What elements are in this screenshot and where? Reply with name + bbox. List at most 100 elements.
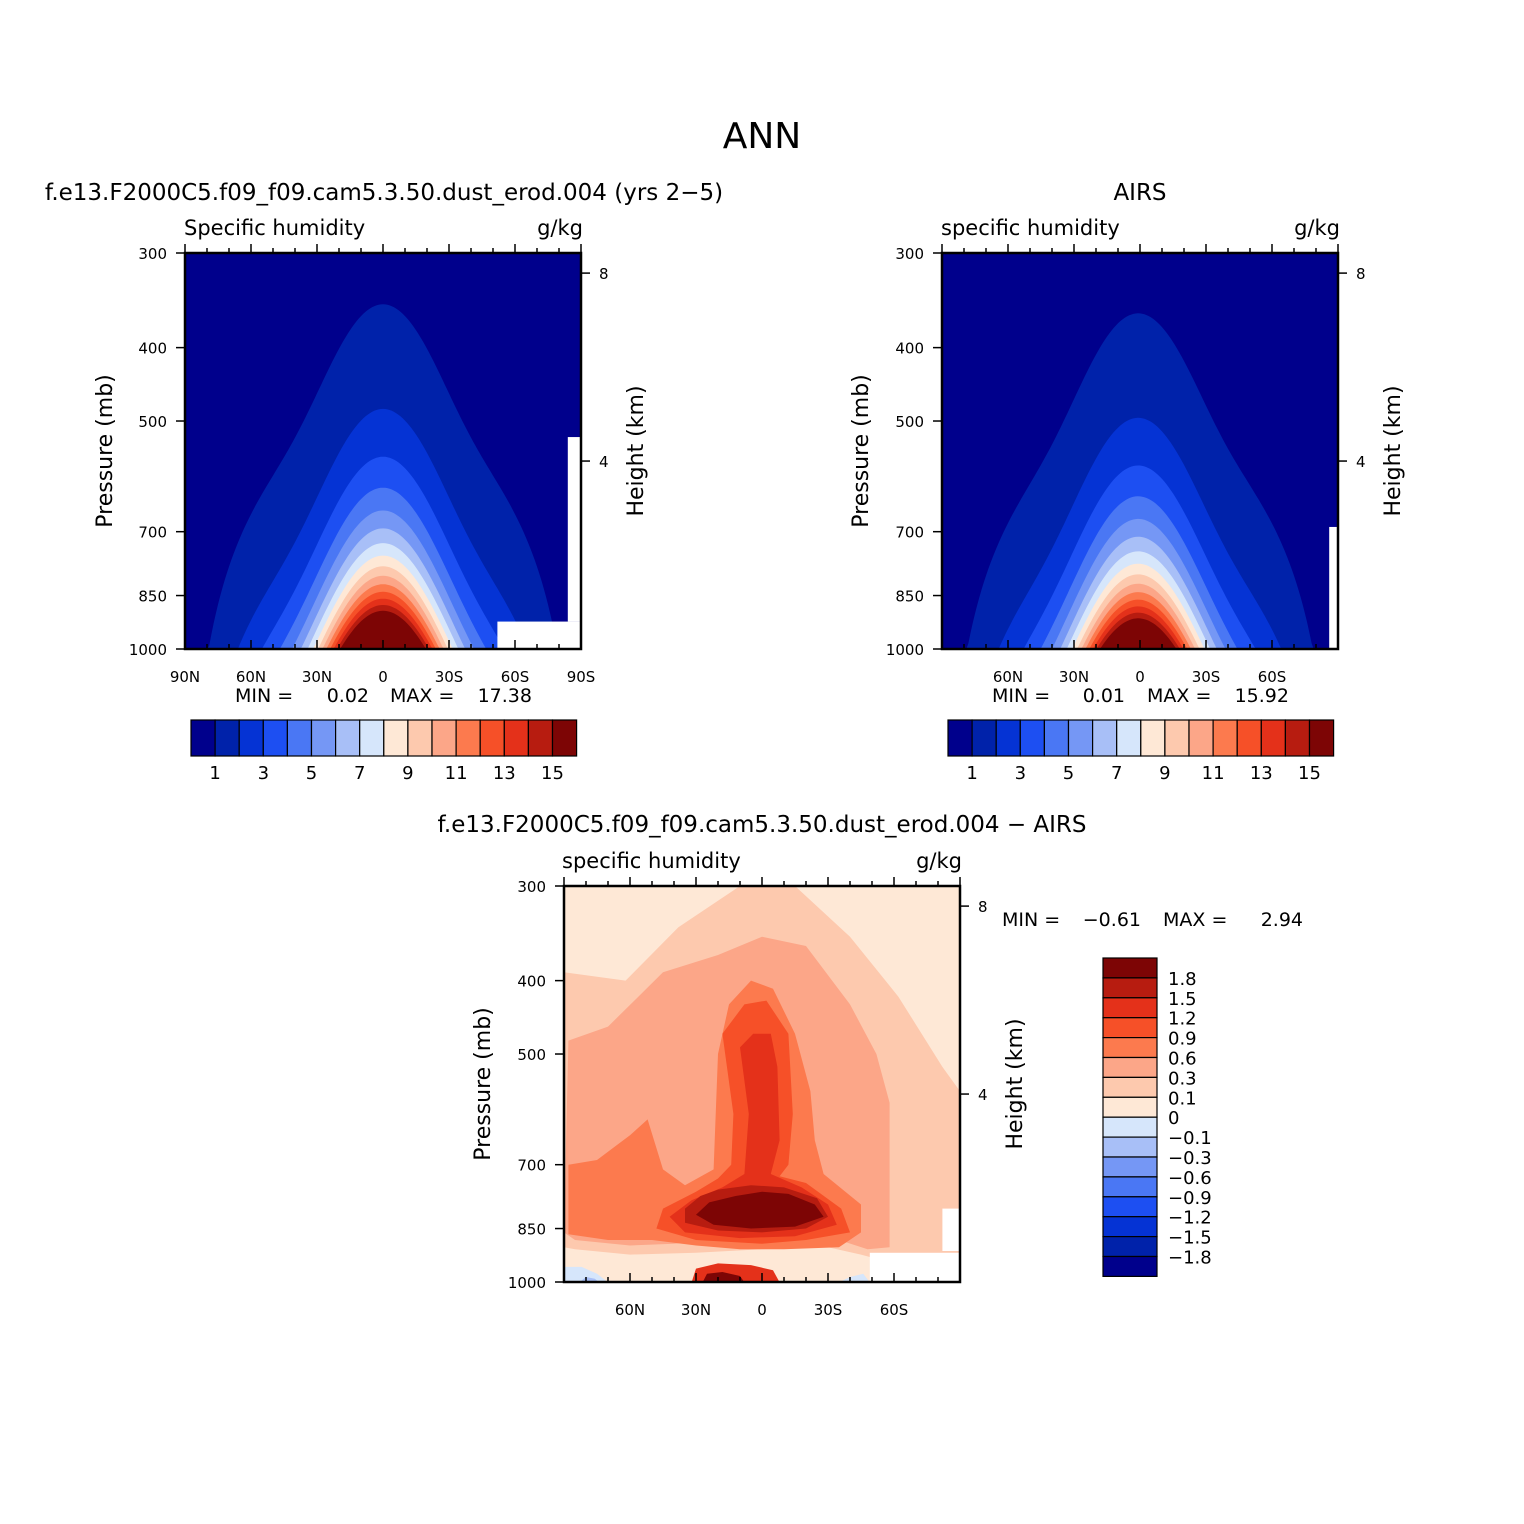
colorbar-box-10 xyxy=(1102,1156,1158,1178)
colorbar-box-2 xyxy=(995,719,1021,757)
colorbar-label-15: 15 xyxy=(1298,763,1321,784)
colorbar-box-4 xyxy=(1043,719,1070,757)
y-tick-label-850: 850 xyxy=(895,588,924,606)
colorbar-label-1.8: 1.8 xyxy=(1168,969,1197,990)
panel-obs-min-label: MIN = xyxy=(992,685,1050,707)
panel-obs-ylabel: Pressure (mb) xyxy=(849,374,874,528)
colorbar-box-4 xyxy=(286,719,313,757)
y-right-tick-label-4: 4 xyxy=(1356,453,1366,471)
missing-data-antarctica xyxy=(1329,526,1338,649)
panel-model-max-label: MAX = xyxy=(390,685,454,707)
colorbar-box-3 xyxy=(1102,1017,1158,1039)
colorbar-box-8 xyxy=(1140,719,1166,757)
missing-data-antarctica-high xyxy=(567,437,581,622)
y-tick-label-1000: 1000 xyxy=(886,641,924,659)
colorbar-box-13 xyxy=(1102,1216,1158,1238)
panel-diff-var-label: specific humidity xyxy=(562,849,741,873)
y-tick-label-700: 700 xyxy=(895,524,924,542)
colorbar-label-−0.9: −0.9 xyxy=(1168,1188,1212,1209)
colorbar-label-9: 9 xyxy=(402,763,413,784)
colorbar-label-11: 11 xyxy=(1202,763,1225,784)
diff-band-surface-gt-1.8 xyxy=(702,1272,745,1282)
panel-model-title: f.e13.F2000C5.f09_f09.cam5.3.50.dust_ero… xyxy=(45,180,723,206)
panel-diff-title: f.e13.F2000C5.f09_f09.cam5.3.50.dust_ero… xyxy=(437,812,1086,838)
colorbar-box-2 xyxy=(1102,997,1158,1019)
colorbar-label-0.6: 0.6 xyxy=(1168,1049,1197,1070)
colorbar-label-7: 7 xyxy=(1111,763,1122,784)
x-tick-label-0: 0 xyxy=(378,668,388,686)
missing-data-antarctica xyxy=(869,1252,960,1282)
colorbar-box-12 xyxy=(1236,719,1262,757)
x-tick-label-60N: 60N xyxy=(993,668,1023,686)
colorbar-box-15 xyxy=(1308,719,1335,757)
missing-data-antarctica xyxy=(497,621,581,649)
main-title: ANN xyxy=(723,116,802,157)
y-tick-label-400: 400 xyxy=(517,973,546,991)
panel-obs-max-value: 15.92 xyxy=(1235,685,1289,707)
y-right-tick-label-4: 4 xyxy=(978,1086,988,1104)
x-tick-label-30S: 30S xyxy=(814,1301,843,1319)
colorbar-label-1: 1 xyxy=(209,763,220,784)
colorbar-box-10 xyxy=(431,719,457,757)
colorbar-label-5: 5 xyxy=(306,763,317,784)
panel-obs-min-value: 0.01 xyxy=(1083,685,1125,707)
panel-diff-contour-field xyxy=(564,886,960,1282)
panel-obs-var-label: specific humidity xyxy=(941,216,1120,240)
colorbar-label-15: 15 xyxy=(541,763,564,784)
panel-model-ylabel: Pressure (mb) xyxy=(93,374,118,528)
colorbar-box-10 xyxy=(1188,719,1214,757)
colorbar-box-1 xyxy=(1102,977,1158,999)
colorbar-label-−0.3: −0.3 xyxy=(1168,1148,1212,1169)
colorbar-label-3: 3 xyxy=(1015,763,1026,784)
colorbar-label-0: 0 xyxy=(1168,1108,1179,1129)
panel-obs-ylabel-right: Height (km) xyxy=(1381,385,1406,516)
panel-diff-units: g/kg xyxy=(916,849,962,873)
panel-diff-ylabel-right: Height (km) xyxy=(1003,1018,1028,1149)
panel-diff-colorbar: 1.81.51.20.90.60.30.10−0.1−0.3−0.6−0.9−1… xyxy=(1102,957,1212,1277)
y-right-tick-label-8: 8 xyxy=(1356,265,1366,283)
colorbar-box-3 xyxy=(262,719,288,757)
colorbar-box-12 xyxy=(479,719,505,757)
colorbar-box-9 xyxy=(1102,1136,1158,1158)
colorbar-label-−0.1: −0.1 xyxy=(1168,1128,1212,1149)
colorbar-box-5 xyxy=(310,719,337,757)
x-tick-label-30N: 30N xyxy=(681,1301,711,1319)
x-tick-label-30N: 30N xyxy=(1059,668,1089,686)
panel-diff-max-label: MAX = xyxy=(1163,909,1227,931)
panel-model-ylabel-right: Height (km) xyxy=(624,385,649,516)
x-tick-label-60N: 60N xyxy=(236,668,266,686)
panel-obs-title: AIRS xyxy=(1113,180,1166,206)
colorbar-box-9 xyxy=(407,719,433,757)
x-tick-label-30S: 30S xyxy=(435,668,464,686)
panel-model-axes: 90N 60N 30N 0 30S 60S 90S 300 400 500 700 850 1000 8 4 xyxy=(129,244,609,686)
colorbar-label-3: 3 xyxy=(258,763,269,784)
y-tick-label-1000: 1000 xyxy=(508,1274,546,1292)
panel-diff-min-value: −0.61 xyxy=(1083,909,1141,931)
contour-band-15 xyxy=(339,610,427,649)
panel-model: f.e13.F2000C5.f09_f09.cam5.3.50.dust_ero… xyxy=(45,180,723,784)
colorbar-box-8 xyxy=(383,719,409,757)
x-tick-label-0: 0 xyxy=(1135,668,1145,686)
colorbar-box-5 xyxy=(1067,719,1094,757)
colorbar-box-2 xyxy=(238,719,264,757)
contour-band-15 xyxy=(1098,618,1178,649)
y-right-tick-label-8: 8 xyxy=(978,898,988,916)
panel-model-var-label: Specific humidity xyxy=(184,216,365,240)
panel-obs: AIRS specific humidity g/kg 60N 30N 0 30S 60… xyxy=(849,180,1406,784)
diff-band-neg-0-0.1-south xyxy=(839,1273,870,1282)
panel-diff-max-value: 2.94 xyxy=(1261,909,1303,931)
y-tick-label-300: 300 xyxy=(895,245,924,263)
panel-diff: f.e13.F2000C5.f09_f09.cam5.3.50.dust_ero… xyxy=(437,812,1303,1319)
colorbar-label-−1.2: −1.2 xyxy=(1168,1208,1212,1229)
colorbar-box-14 xyxy=(1102,1235,1158,1258)
x-tick-label-60S: 60S xyxy=(880,1301,909,1319)
panel-diff-axes: 60N 30N 0 30S 60S 300 400 500 700 850 1000 8 4 xyxy=(508,877,988,1319)
y-tick-label-400: 400 xyxy=(895,340,924,358)
y-tick-label-500: 500 xyxy=(895,413,924,431)
colorbar-box-3 xyxy=(1019,719,1045,757)
colorbar-label-1.2: 1.2 xyxy=(1168,1009,1197,1030)
colorbar-box-14 xyxy=(1284,719,1311,757)
y-tick-label-700: 700 xyxy=(517,1157,546,1175)
x-tick-label-0: 0 xyxy=(757,1301,767,1319)
colorbar-box-7 xyxy=(1116,719,1142,757)
